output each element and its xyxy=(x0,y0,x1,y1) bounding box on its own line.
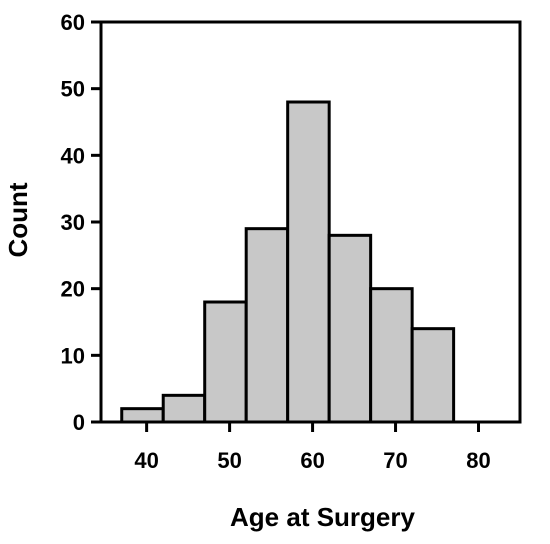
x-tick-label: 70 xyxy=(383,448,407,473)
y-tick-label: 40 xyxy=(61,143,85,168)
x-tick-label: 60 xyxy=(300,448,324,473)
y-axis-ticks: 0 10 20 30 40 50 60 xyxy=(61,10,101,435)
x-tick-label: 80 xyxy=(466,448,490,473)
histogram-bar xyxy=(369,287,414,424)
x-tick-label: 40 xyxy=(134,448,158,473)
y-tick-label: 20 xyxy=(61,277,85,302)
y-tick-label: 0 xyxy=(73,410,85,435)
bars-group xyxy=(120,100,456,424)
y-tick-label: 30 xyxy=(61,210,85,235)
y-axis-title: Count xyxy=(3,182,33,257)
x-tick-label: 50 xyxy=(217,448,241,473)
histogram-bar xyxy=(410,327,456,424)
y-tick-label: 60 xyxy=(61,10,85,35)
histogram-bar xyxy=(286,100,331,424)
y-tick-label: 10 xyxy=(61,343,85,368)
histogram-bar xyxy=(161,393,207,424)
axis-frame xyxy=(99,20,522,424)
y-tick-label: 50 xyxy=(61,77,85,102)
histogram-bar xyxy=(120,407,165,424)
histogram-bar xyxy=(327,233,373,424)
histogram-bar xyxy=(203,300,248,424)
x-axis-ticks: 40 50 60 70 80 xyxy=(134,422,491,473)
x-axis-title: Age at Surgery xyxy=(230,502,415,532)
histogram-bar xyxy=(244,227,290,424)
